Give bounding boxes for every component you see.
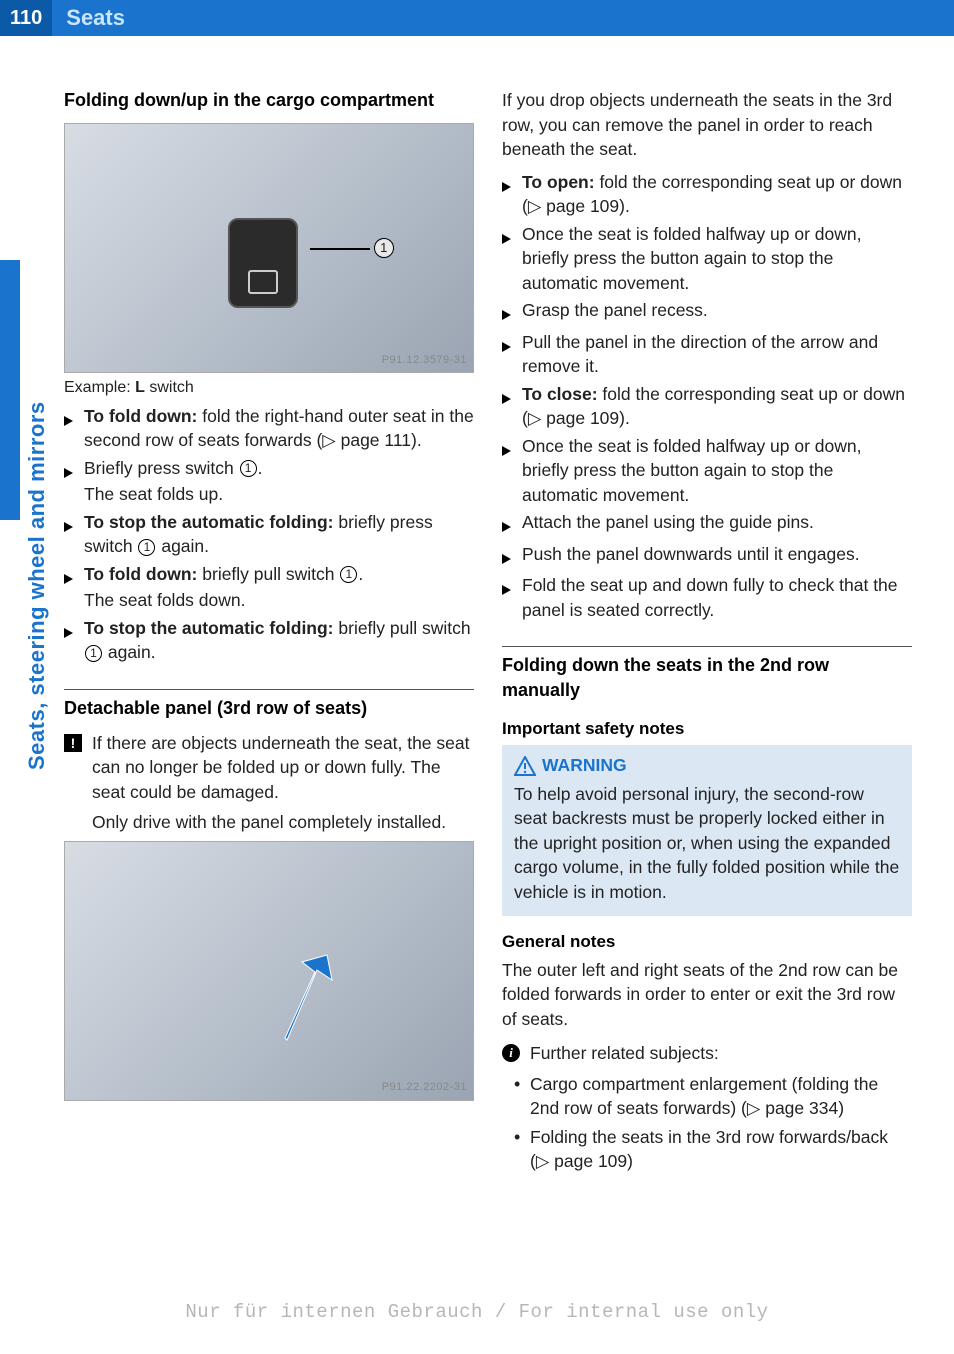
step-item: To fold down: fold the right-hand outer …: [64, 404, 474, 453]
footer-text: Nur für internen Gebrauch / For internal…: [0, 1299, 954, 1326]
step-item: Once the seat is folded halfway up or do…: [502, 434, 912, 508]
triangle-icon: [502, 542, 514, 571]
triangle-icon: [502, 573, 514, 622]
step-body: Grasp the panel recess.: [522, 298, 912, 327]
figure-watermark-1: P91.12.3579-31: [382, 353, 467, 368]
warning-label: WARNING: [542, 753, 627, 778]
steps-list-2: To open: fold the corresponding seat up …: [502, 170, 912, 623]
step-body: Pull the panel in the direction of the a…: [522, 330, 912, 379]
triangle-icon: [502, 382, 514, 431]
intro-para: If you drop objects underneath the seats…: [502, 88, 912, 162]
step-sub: The seat folds up.: [84, 482, 474, 507]
caution-para-1: If there are objects underneath the seat…: [92, 731, 474, 805]
step-item: Attach the panel using the guide pins.: [502, 510, 912, 539]
caption-suffix: switch: [145, 379, 194, 396]
triangle-icon: [64, 616, 76, 665]
step-body: Push the panel downwards until it engage…: [522, 542, 912, 571]
callout-1: 1: [310, 248, 370, 250]
page-number: 110: [0, 0, 52, 36]
info-body: Further related subjects:: [530, 1041, 912, 1066]
step-body: To fold down: fold the right-hand outer …: [84, 404, 474, 453]
switch-graphic: [228, 218, 298, 308]
step-item: To stop the automatic folding: briefly p…: [64, 616, 474, 665]
side-tab: Seats, steering wheel and mirrors: [22, 401, 53, 770]
caution-body: If there are objects underneath the seat…: [92, 731, 474, 835]
caption-bold: L: [135, 379, 145, 396]
general-body: The outer left and right seats of the 2n…: [502, 958, 912, 1032]
caption-prefix: Example:: [64, 379, 135, 396]
triangle-icon: [64, 404, 76, 453]
triangle-icon: [64, 456, 76, 507]
step-item: To open: fold the corresponding seat up …: [502, 170, 912, 219]
page-header: 110 Seats: [0, 0, 954, 36]
arrow-graphic: [277, 950, 337, 1050]
caution-icon: !: [64, 734, 82, 752]
step-item: Fold the seat up and down fully to check…: [502, 573, 912, 622]
step-body: To stop the automatic folding: briefly p…: [84, 616, 474, 665]
callout-number-1: 1: [374, 238, 394, 258]
figure-l-switch: 1 P91.12.3579-31: [64, 123, 474, 373]
step-item: Push the panel downwards until it engage…: [502, 542, 912, 571]
bullet-item: Cargo compartment enlargement (folding t…: [530, 1072, 912, 1121]
triangle-icon: [64, 562, 76, 613]
subsection-general: General notes: [502, 930, 912, 954]
triangle-icon: [502, 170, 514, 219]
info-note: i Further related subjects:: [502, 1041, 912, 1066]
section-folding-cargo: Folding down/up in the cargo compartment: [64, 88, 474, 113]
left-column: Folding down/up in the cargo compartment…: [64, 88, 474, 1178]
step-body: Attach the panel using the guide pins.: [522, 510, 912, 539]
section-detachable-panel: Detachable panel (3rd row of seats): [64, 689, 474, 721]
right-column: If you drop objects underneath the seats…: [502, 88, 912, 1178]
subsection-safety: Important safety notes: [502, 717, 912, 741]
caution-para-2: Only drive with the panel completely ins…: [92, 810, 474, 835]
step-sub: The seat folds down.: [84, 588, 474, 613]
triangle-icon: [502, 222, 514, 296]
step-body: To stop the automatic folding: briefly p…: [84, 510, 474, 559]
step-body: To close: fold the corresponding seat up…: [522, 382, 912, 431]
figure-caption-1: Example: L switch: [64, 377, 474, 399]
caution-note: ! If there are objects underneath the se…: [64, 731, 474, 835]
warning-box: WARNING To help avoid personal injury, t…: [502, 745, 912, 916]
related-subjects-list: Cargo compartment enlargement (folding t…: [502, 1072, 912, 1174]
step-item: Briefly press switch 1.The seat folds up…: [64, 456, 474, 507]
figure-panel-arrow: P91.22.2202-31: [64, 841, 474, 1101]
step-body: Fold the seat up and down fully to check…: [522, 573, 912, 622]
triangle-icon: [502, 434, 514, 508]
triangle-icon: [64, 510, 76, 559]
step-body: Briefly press switch 1.The seat folds up…: [84, 456, 474, 507]
step-item: To stop the automatic folding: briefly p…: [64, 510, 474, 559]
content-area: Folding down/up in the cargo compartment…: [0, 36, 954, 1178]
step-item: To fold down: briefly pull switch 1.The …: [64, 562, 474, 613]
step-item: Grasp the panel recess.: [502, 298, 912, 327]
step-item: Pull the panel in the direction of the a…: [502, 330, 912, 379]
bullet-item: Folding the seats in the 3rd row forward…: [530, 1125, 912, 1174]
warning-header: WARNING: [514, 753, 900, 778]
warning-icon: [514, 756, 534, 774]
info-lead: Further related subjects:: [530, 1041, 912, 1066]
step-body: Once the seat is folded halfway up or do…: [522, 222, 912, 296]
steps-list-1: To fold down: fold the right-hand outer …: [64, 404, 474, 665]
step-body: To open: fold the corresponding seat up …: [522, 170, 912, 219]
step-item: To close: fold the corresponding seat up…: [502, 382, 912, 431]
chapter-title: Seats: [52, 3, 125, 34]
triangle-icon: [502, 298, 514, 327]
info-icon: i: [502, 1044, 520, 1062]
side-stripe: [0, 260, 20, 520]
triangle-icon: [502, 330, 514, 379]
figure-watermark-2: P91.22.2202-31: [382, 1080, 467, 1095]
warning-body: To help avoid personal injury, the secon…: [514, 782, 900, 905]
step-item: Once the seat is folded halfway up or do…: [502, 222, 912, 296]
section-folding-2nd-row: Folding down the seats in the 2nd row ma…: [502, 646, 912, 703]
triangle-icon: [502, 510, 514, 539]
step-body: Once the seat is folded halfway up or do…: [522, 434, 912, 508]
step-body: To fold down: briefly pull switch 1.The …: [84, 562, 474, 613]
